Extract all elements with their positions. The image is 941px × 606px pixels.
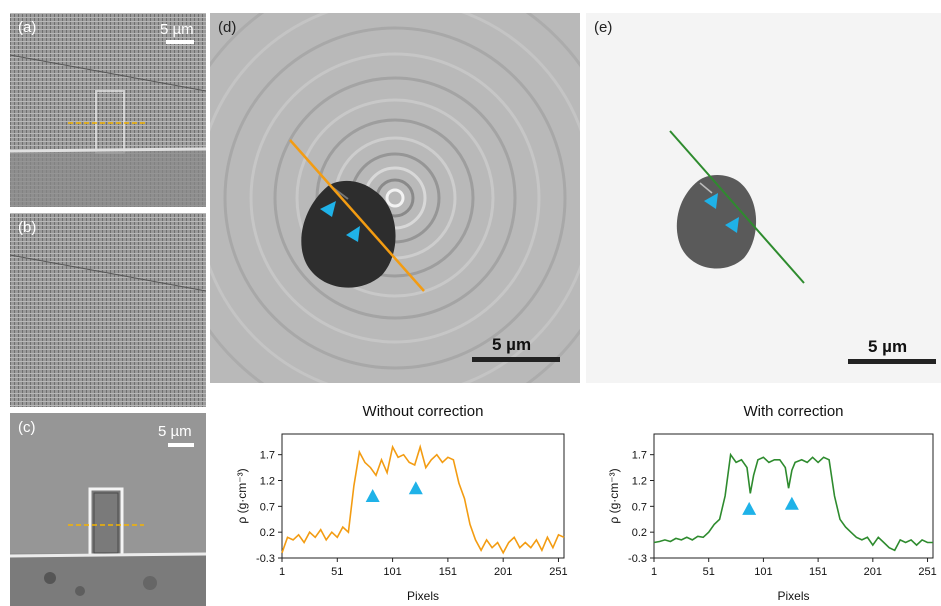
y-tick-label: 1.2	[632, 476, 647, 488]
chart-with-correction: With correction -0.3 0.2 0.7 1.2 1.7 1 51 101 151…	[584, 398, 941, 606]
y-tick-label: 1.7	[260, 450, 275, 462]
y-axis-label: ρ (g·cm⁻³)	[235, 468, 249, 523]
marker-triangle	[408, 481, 423, 495]
y-axis-label: ρ (g·cm⁻³)	[607, 468, 621, 523]
panel-a-image	[10, 13, 206, 207]
series-line	[281, 444, 565, 555]
marker-triangle	[784, 496, 799, 510]
panel-b-image	[10, 213, 206, 407]
panel-d-image	[210, 13, 580, 383]
x-tick-label: 1	[279, 566, 285, 578]
chart-title: Without correction	[363, 403, 484, 420]
x-tick-label: 251	[918, 566, 936, 578]
x-tick-label: 251	[549, 566, 567, 578]
y-tick-label: -0.3	[256, 553, 275, 565]
x-tick-label: 151	[809, 566, 827, 578]
x-tick-label: 1	[651, 566, 657, 578]
y-tick-label: 1.2	[260, 476, 275, 488]
y-tick-label: 0.7	[632, 501, 647, 513]
chart-title: With correction	[743, 403, 843, 420]
x-axis-label: Pixels	[407, 589, 439, 603]
scale-text-e: 5 µm	[868, 337, 908, 356]
marker-triangle	[365, 489, 380, 502]
scale-text-d: 5 µm	[492, 335, 532, 354]
panel-e: (e) 5 µm	[586, 13, 941, 383]
scale-bar-c	[168, 443, 194, 447]
panel-b: (b)	[10, 213, 206, 407]
chart-with-correction-svg: With correction-0.30.20.71.21.71 51 101 151…	[607, 403, 937, 603]
x-tick-label: 201	[864, 566, 882, 578]
marker-triangle	[742, 501, 757, 515]
panel-a: (a) 5 µm	[10, 13, 206, 207]
panel-d: (d) 5 µm	[210, 13, 580, 383]
panel-e-image	[586, 13, 941, 383]
panel-c-label: (c)	[18, 419, 36, 436]
y-tick-label: 0.7	[260, 501, 275, 513]
x-tick-label: 51	[331, 566, 343, 578]
y-tick-label: 0.2	[260, 527, 275, 539]
series-line	[653, 452, 933, 552]
chart-without-correction: Without correction -0.3 0.2 0.7 1.2 1.7 1 51 101…	[212, 398, 572, 606]
panel-c-image	[10, 413, 206, 606]
x-tick-label: 51	[703, 566, 715, 578]
x-axis-label: Pixels	[777, 589, 809, 603]
x-tick-label: 101	[383, 566, 401, 578]
scale-text-a: 5 µm	[160, 21, 194, 38]
panel-e-label: (e)	[594, 19, 613, 36]
x-tick-label: 151	[439, 566, 457, 578]
y-tick-label: 1.7	[632, 450, 647, 462]
x-tick-label: 201	[494, 566, 512, 578]
y-tick-label: -0.3	[628, 553, 647, 565]
panel-c: (c) 5 µm	[10, 413, 206, 606]
chart-without-correction-svg: Without correction-0.30.20.71.21.71 51 101…	[235, 403, 568, 603]
panel-b-label: (b)	[18, 219, 37, 236]
y-tick-label: 0.2	[632, 527, 647, 539]
plot-frame	[281, 433, 565, 559]
plot-frame	[653, 433, 934, 559]
panel-a-label: (a)	[18, 19, 37, 36]
scale-bar-a	[166, 40, 194, 44]
x-tick-label: 101	[754, 566, 772, 578]
panel-d-label: (d)	[218, 19, 237, 36]
scale-text-c: 5 µm	[158, 423, 192, 440]
